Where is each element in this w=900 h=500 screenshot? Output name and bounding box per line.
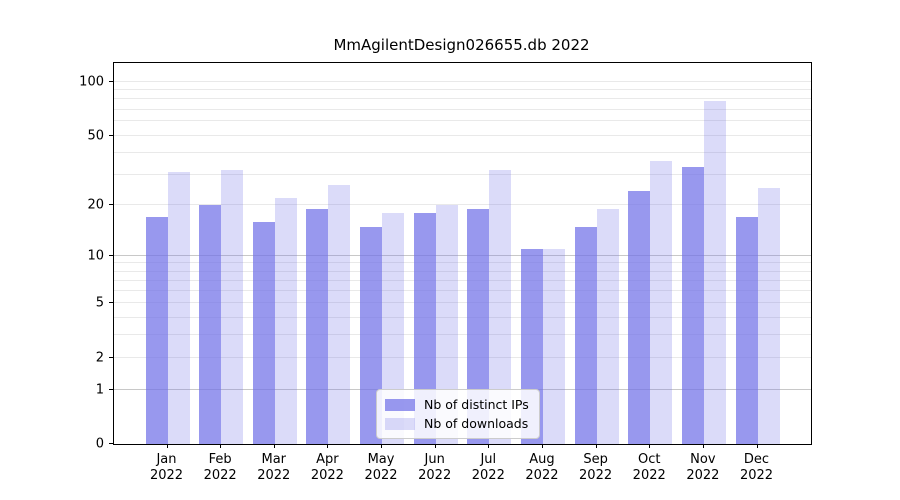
y-tick-mark-0 [109,443,113,444]
gridline-6 [114,290,811,292]
y-tick-mark-50 [109,134,113,136]
gridline-20 [114,204,811,206]
bar-nov-ips [681,167,704,444]
x-tick-mark-mar [273,444,275,448]
x-tick-label-may: May 2022 [364,452,398,483]
bar-jul-downloads [489,169,512,444]
x-tick-mark-dec [756,444,758,448]
x-tick-label-oct: Oct 2022 [632,452,666,483]
y-tick-mark-5 [109,302,113,304]
x-tick-mark-feb [220,444,222,448]
bar-dec-downloads [757,188,780,444]
bar-oct-ips [628,191,651,444]
gridline-100 [114,80,811,82]
legend-label: Nb of distinct IPs [424,397,529,412]
x-tick-mark-sep [595,444,597,448]
gridline-9 [114,262,811,264]
bar-feb-downloads [221,169,244,444]
y-tick-mark-20 [109,204,113,206]
bar-nov-downloads [703,101,726,444]
gridline-8 [114,270,811,272]
y-tick-label-20: 20 [87,197,104,213]
bar-apr-ips [306,209,329,444]
bar-jan-ips [145,217,168,444]
y-tick-label-5: 5 [95,295,104,311]
x-tick-mark-apr [327,444,329,448]
gridline-5 [114,302,811,304]
y-tick-label-10: 10 [87,248,104,264]
legend-item-downloads: Nb of downloads [385,414,531,433]
legend-label: Nb of downloads [424,416,529,431]
legend-swatch [385,398,415,411]
x-tick-mark-nov [702,444,704,448]
gridline-4 [114,316,811,318]
chart-title: MmAgilentDesign026655.db 2022 [333,36,590,54]
gridline-10 [114,254,811,256]
bar-aug-downloads [542,249,565,444]
x-tick-label-dec: Dec 2022 [739,452,774,483]
bar-jul-ips [467,209,490,444]
y-tick-label-100: 100 [79,74,104,90]
y-tick-label-50: 50 [87,128,104,143]
x-tick-mark-jul [488,444,490,448]
y-tick-label-2: 2 [95,350,104,366]
bar-jan-downloads [167,172,190,444]
gridline-70 [114,108,811,110]
bar-sep-downloads [596,209,619,444]
bar-jun-ips [413,213,436,444]
gridline-60 [114,120,811,122]
legend: Nb of distinct IPs Nb of downloads [376,389,540,439]
x-tick-mark-oct [649,444,651,448]
bar-oct-downloads [650,160,673,444]
gridline-90 [114,89,811,91]
gridline-50 [114,134,811,136]
gridline-3 [114,334,811,336]
legend-item-distinct-ips: Nb of distinct IPs [385,395,531,414]
x-tick-label-apr: Apr 2022 [310,452,344,483]
legend-swatch [385,417,415,430]
gridline-30 [114,173,811,175]
x-tick-label-sep: Sep 2022 [579,452,613,483]
gridline-7 [114,279,811,281]
bar-jun-downloads [435,205,458,444]
y-tick-mark-10 [109,254,113,256]
x-tick-label-jan: Jan 2022 [149,452,184,483]
y-tick-mark-2 [109,356,113,358]
bar-sep-ips [574,226,597,444]
x-tick-label-jul: Jul 2022 [471,452,505,483]
x-tick-mark-may [381,444,383,448]
y-tick-mark-100 [109,80,113,82]
x-tick-mark-aug [541,444,543,448]
bar-feb-ips [199,205,222,444]
x-tick-mark-jun [434,444,436,448]
bar-apr-downloads [328,185,351,444]
x-tick-label-jun: Jun 2022 [418,452,452,483]
bar-dec-ips [735,217,758,444]
x-tick-label-nov: Nov 2022 [686,452,720,483]
bar-may-downloads [382,213,405,444]
y-tick-mark-1 [109,388,113,390]
x-tick-mark-jan [166,444,168,448]
gridline-40 [114,151,811,153]
bar-mar-ips [252,221,275,444]
x-tick-label-mar: Mar 2022 [257,452,291,483]
y-tick-label-1: 1 [95,382,104,398]
plot-area [113,62,812,445]
x-tick-label-feb: Feb 2022 [203,452,237,483]
bar-mar-downloads [274,198,297,444]
gridline-2 [114,356,811,358]
gridline-80 [114,98,811,100]
x-tick-label-aug: Aug 2022 [525,452,559,483]
y-tick-label-0: 0 [95,436,104,452]
